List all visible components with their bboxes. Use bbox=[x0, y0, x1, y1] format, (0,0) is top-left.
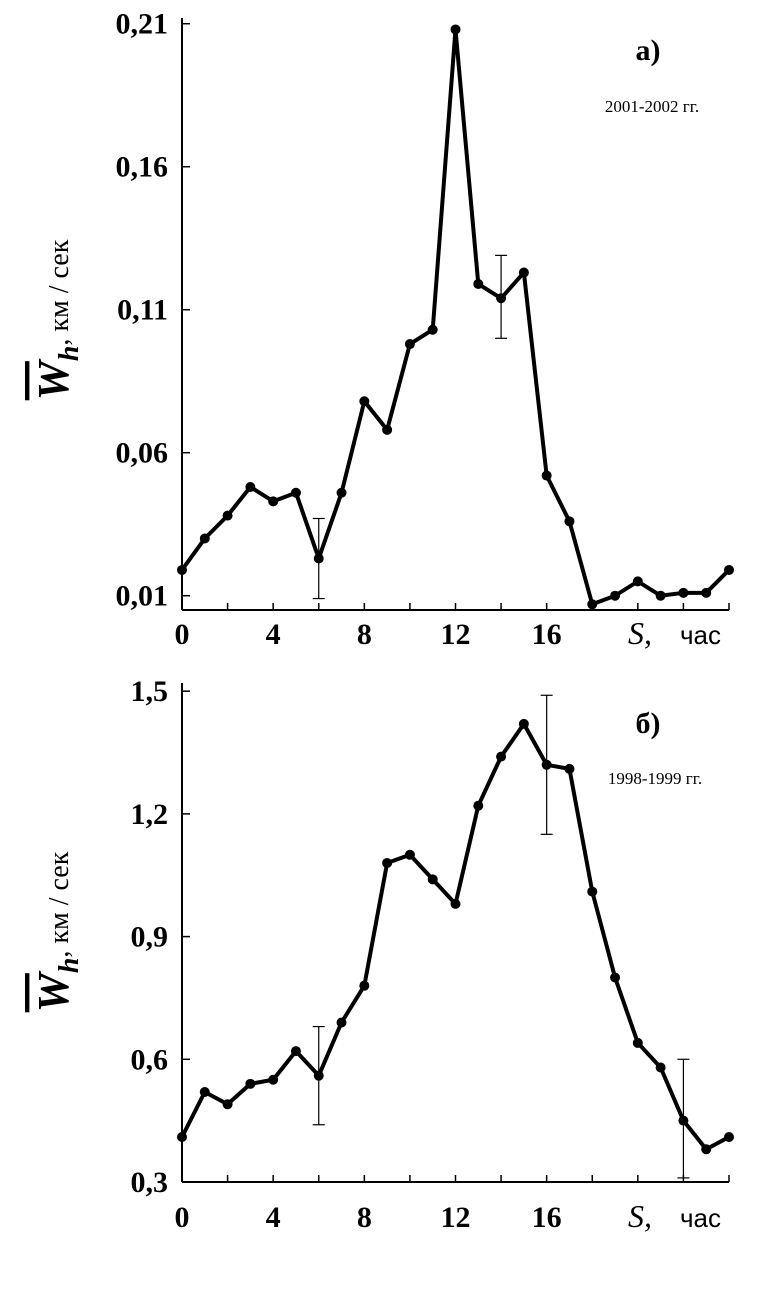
data-point bbox=[404, 849, 415, 860]
data-point bbox=[587, 886, 598, 897]
data-point bbox=[587, 599, 598, 610]
period-label: 2001-2002 гг. bbox=[605, 97, 699, 116]
x-tick-label: 4 bbox=[266, 1201, 281, 1234]
panel-a: 0,21 0,16 0,11 0,06 0,010 4 8 12 16 S, час Wh, км /… bbox=[29, 8, 734, 651]
y-tick-label: 0,3 bbox=[131, 1166, 169, 1199]
data-point bbox=[473, 278, 484, 289]
y-axis-symbol: W bbox=[29, 358, 78, 400]
data-point bbox=[724, 1132, 734, 1143]
data-point bbox=[632, 1037, 643, 1048]
data-point bbox=[268, 496, 279, 507]
panel-b: 1,5 1,2 0,9 0,6 0,30 4 8 12 16 S, час Wh, км / сек б… bbox=[29, 675, 734, 1234]
period-label: 1998-1999 гг. bbox=[608, 769, 702, 788]
data-point bbox=[610, 590, 621, 601]
data-point bbox=[199, 1087, 210, 1098]
data-point bbox=[313, 1070, 324, 1081]
y-tick-label: 0,16 bbox=[116, 151, 169, 184]
x-axis-symbol: S, bbox=[628, 1198, 652, 1234]
y-axis-unit: , км / сек bbox=[44, 239, 75, 345]
panel-label: а) bbox=[636, 34, 661, 67]
x-tick-label: 16 bbox=[532, 1201, 562, 1234]
data-point bbox=[678, 587, 689, 598]
x-axis-unit: час bbox=[680, 1203, 721, 1233]
y-tick-label: 0,9 bbox=[131, 921, 169, 954]
x-axis-symbol: S, bbox=[628, 615, 652, 651]
y-tick-label: 0,21 bbox=[116, 8, 169, 41]
data-point bbox=[313, 553, 324, 564]
y-tick-label: 0,01 bbox=[116, 580, 169, 613]
y-axis-unit: , км / сек bbox=[44, 851, 75, 957]
data-point bbox=[290, 487, 301, 498]
y-axis-title: Wh, км / сек bbox=[29, 851, 85, 1012]
x-tick-label: 0 bbox=[175, 1201, 190, 1234]
x-tick-label: 16 bbox=[532, 618, 562, 651]
data-point bbox=[427, 324, 438, 335]
data-point bbox=[404, 339, 415, 350]
data-point bbox=[541, 470, 552, 481]
data-point bbox=[610, 972, 621, 983]
data-point bbox=[724, 564, 734, 575]
y-tick-label: 0,06 bbox=[116, 437, 169, 470]
data-point bbox=[290, 1046, 301, 1057]
data-point bbox=[496, 751, 507, 762]
data-point bbox=[222, 1099, 233, 1110]
data-point bbox=[450, 898, 461, 909]
data-point bbox=[177, 564, 187, 575]
y-axis-subscript: h bbox=[54, 346, 85, 362]
y-tick-label: 0,11 bbox=[117, 294, 168, 327]
y-tick-label: 1,2 bbox=[131, 798, 169, 831]
y-axis-symbol: W bbox=[29, 970, 78, 1012]
data-point bbox=[222, 510, 233, 521]
data-point bbox=[336, 487, 347, 498]
y-axis-title: Wh, км / сек bbox=[29, 239, 85, 400]
data-point bbox=[655, 1062, 666, 1073]
x-tick-label: 4 bbox=[266, 618, 281, 651]
x-axis-unit: час bbox=[680, 620, 721, 650]
data-point bbox=[245, 1078, 256, 1089]
data-point bbox=[632, 576, 643, 587]
y-axis-subscript: h bbox=[54, 958, 85, 974]
data-point bbox=[199, 533, 210, 544]
data-point bbox=[496, 293, 507, 304]
x-tick-label: 12 bbox=[441, 1201, 471, 1234]
data-point bbox=[678, 1115, 689, 1126]
x-tick-label: 12 bbox=[441, 618, 471, 651]
y-tick-label: 1,5 bbox=[131, 675, 169, 708]
data-point bbox=[518, 267, 529, 278]
data-point bbox=[268, 1074, 279, 1085]
data-point bbox=[564, 763, 575, 774]
data-point bbox=[541, 759, 552, 770]
data-point bbox=[336, 1017, 347, 1028]
x-tick-label: 0 bbox=[175, 618, 190, 651]
data-point bbox=[427, 874, 438, 885]
data-point bbox=[518, 718, 529, 729]
data-point bbox=[177, 1132, 187, 1143]
data-point bbox=[382, 857, 393, 868]
x-tick-label: 8 bbox=[357, 618, 372, 651]
data-point bbox=[245, 482, 256, 493]
data-point bbox=[450, 24, 461, 35]
data-point bbox=[701, 1144, 712, 1155]
x-tick-label: 8 bbox=[357, 1201, 372, 1234]
data-point bbox=[473, 800, 484, 811]
data-point bbox=[359, 396, 370, 407]
y-tick-label: 0,6 bbox=[131, 1043, 169, 1076]
data-point bbox=[382, 424, 393, 435]
panel-label: б) bbox=[636, 707, 661, 740]
data-point bbox=[359, 980, 370, 991]
data-point bbox=[655, 590, 666, 601]
data-point bbox=[564, 516, 575, 527]
data-point bbox=[701, 587, 712, 598]
